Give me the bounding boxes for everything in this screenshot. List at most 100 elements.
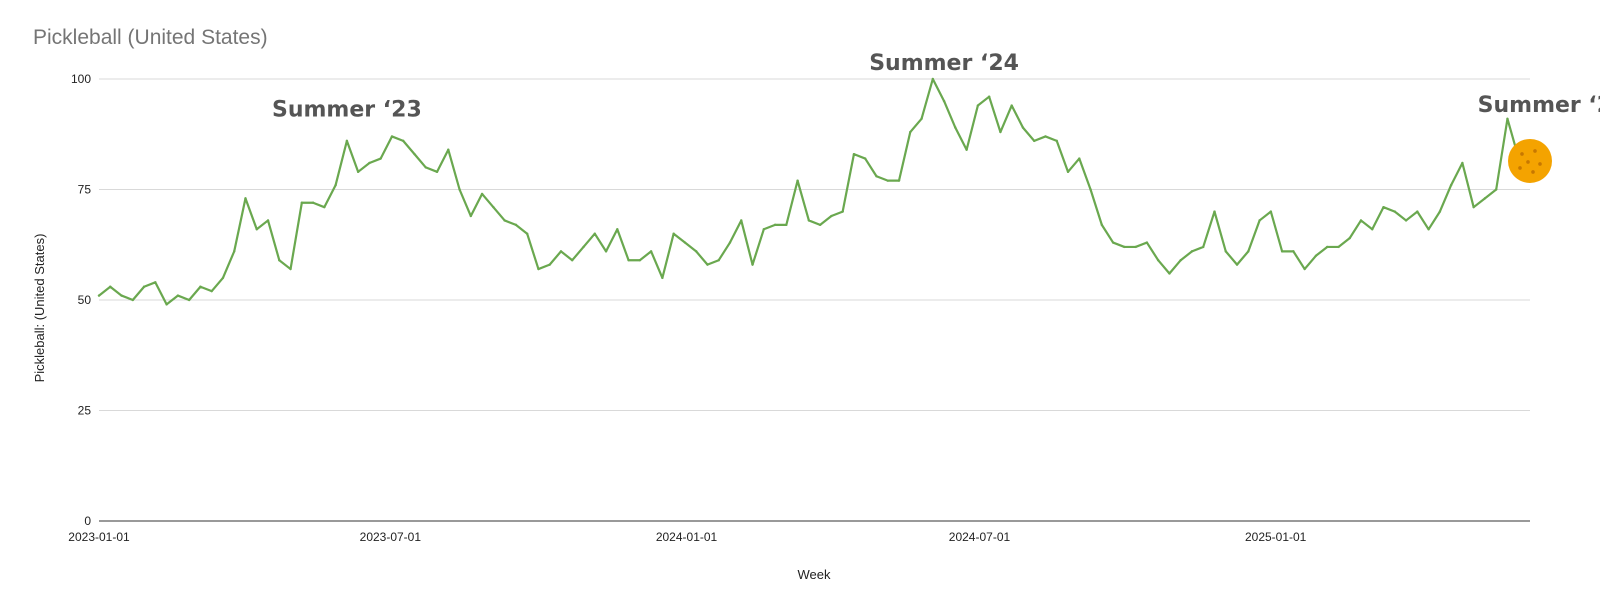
pickleball-body bbox=[1508, 138, 1552, 183]
data-point bbox=[683, 241, 687, 244]
data-point bbox=[582, 245, 585, 249]
data-point bbox=[402, 139, 405, 143]
data-point bbox=[1269, 210, 1273, 213]
data-point bbox=[1506, 117, 1509, 120]
data-point bbox=[818, 223, 822, 227]
data-point bbox=[1280, 250, 1284, 253]
data-point bbox=[1438, 210, 1442, 213]
data-point bbox=[1427, 228, 1430, 231]
data-point bbox=[1359, 219, 1363, 222]
data-point bbox=[1314, 254, 1318, 257]
x-tick-label: 2025-01-01 bbox=[1245, 530, 1307, 544]
data-point bbox=[976, 104, 980, 107]
data-point bbox=[1100, 223, 1104, 227]
x-axis: 2023-01-01 2023-07-01 2024-01-01 2024-07-01… bbox=[68, 530, 1306, 544]
data-point bbox=[864, 157, 867, 160]
data-point bbox=[897, 179, 901, 182]
pickleball-hole bbox=[1531, 170, 1535, 174]
data-point bbox=[987, 95, 991, 98]
data-point bbox=[199, 285, 202, 288]
data-point bbox=[942, 99, 946, 103]
data-point bbox=[1202, 245, 1205, 249]
data-point bbox=[740, 219, 743, 222]
data-point bbox=[142, 285, 146, 288]
data-point bbox=[1089, 188, 1092, 191]
data-point bbox=[1134, 245, 1137, 249]
data-point bbox=[920, 117, 923, 120]
data-point bbox=[773, 223, 777, 227]
data-point bbox=[1292, 250, 1295, 253]
data-point bbox=[514, 223, 518, 227]
data-point bbox=[548, 263, 551, 266]
y-axis: 0 25 50 75 100 bbox=[71, 72, 91, 528]
data-point bbox=[1495, 188, 1498, 191]
data-point bbox=[1247, 250, 1250, 253]
data-point bbox=[717, 259, 720, 262]
data-point bbox=[807, 219, 811, 222]
data-point bbox=[345, 139, 349, 143]
data-point bbox=[1111, 241, 1115, 244]
data-point bbox=[728, 241, 732, 244]
data-point bbox=[480, 192, 484, 196]
data-point bbox=[886, 179, 889, 182]
data-point bbox=[537, 267, 540, 271]
data-point bbox=[965, 148, 968, 151]
data-point bbox=[379, 157, 382, 160]
x-tick-label: 2024-01-01 bbox=[656, 530, 718, 544]
data-point bbox=[593, 232, 596, 235]
data-point bbox=[435, 170, 439, 174]
data-point bbox=[785, 223, 788, 227]
data-point bbox=[266, 219, 270, 222]
data-point bbox=[852, 152, 856, 156]
data-point bbox=[954, 126, 957, 129]
data-point bbox=[751, 263, 754, 266]
data-point bbox=[1168, 272, 1171, 275]
data-point bbox=[909, 130, 912, 134]
data-point bbox=[999, 130, 1002, 134]
data-point bbox=[1393, 210, 1396, 213]
data-point bbox=[1303, 267, 1306, 271]
data-point bbox=[672, 232, 675, 235]
data-point bbox=[447, 148, 450, 151]
data-point bbox=[1033, 139, 1036, 143]
data-point bbox=[1010, 104, 1013, 107]
data-point bbox=[661, 276, 664, 280]
data-point bbox=[1416, 210, 1419, 213]
data-point bbox=[131, 298, 134, 302]
data-point bbox=[1472, 205, 1475, 209]
data-point bbox=[638, 259, 642, 262]
data-point bbox=[931, 77, 935, 81]
data-point bbox=[830, 214, 833, 218]
data-point bbox=[627, 259, 630, 262]
data-point bbox=[390, 135, 394, 138]
pickleball-hole bbox=[1526, 160, 1530, 164]
data-point bbox=[1145, 241, 1149, 244]
data-point bbox=[334, 183, 337, 187]
data-point bbox=[762, 228, 765, 231]
data-point bbox=[424, 166, 427, 169]
data-point bbox=[694, 250, 698, 253]
data-point bbox=[1404, 219, 1408, 222]
y-axis-label: Pickleball: (United States) bbox=[32, 234, 47, 383]
data-point bbox=[187, 298, 191, 302]
data-point bbox=[97, 294, 101, 297]
pickleball-hole bbox=[1533, 149, 1537, 153]
gridlines bbox=[99, 78, 1530, 411]
data-point bbox=[165, 303, 168, 306]
data-point bbox=[706, 263, 709, 266]
data-point bbox=[1371, 228, 1374, 231]
y-tick-label: 50 bbox=[78, 293, 92, 307]
data-point bbox=[120, 294, 123, 297]
data-point bbox=[458, 188, 461, 191]
data-point bbox=[1461, 161, 1464, 165]
data-point bbox=[1021, 126, 1025, 129]
y-tick-label: 75 bbox=[78, 183, 92, 197]
data-point bbox=[604, 250, 608, 253]
x-tick-label: 2024-07-01 bbox=[949, 530, 1011, 544]
pickleball-hole bbox=[1538, 162, 1542, 166]
data-point bbox=[289, 267, 292, 271]
data-point bbox=[503, 219, 506, 222]
data-point bbox=[1348, 236, 1351, 240]
pickleball-hole bbox=[1520, 152, 1524, 156]
